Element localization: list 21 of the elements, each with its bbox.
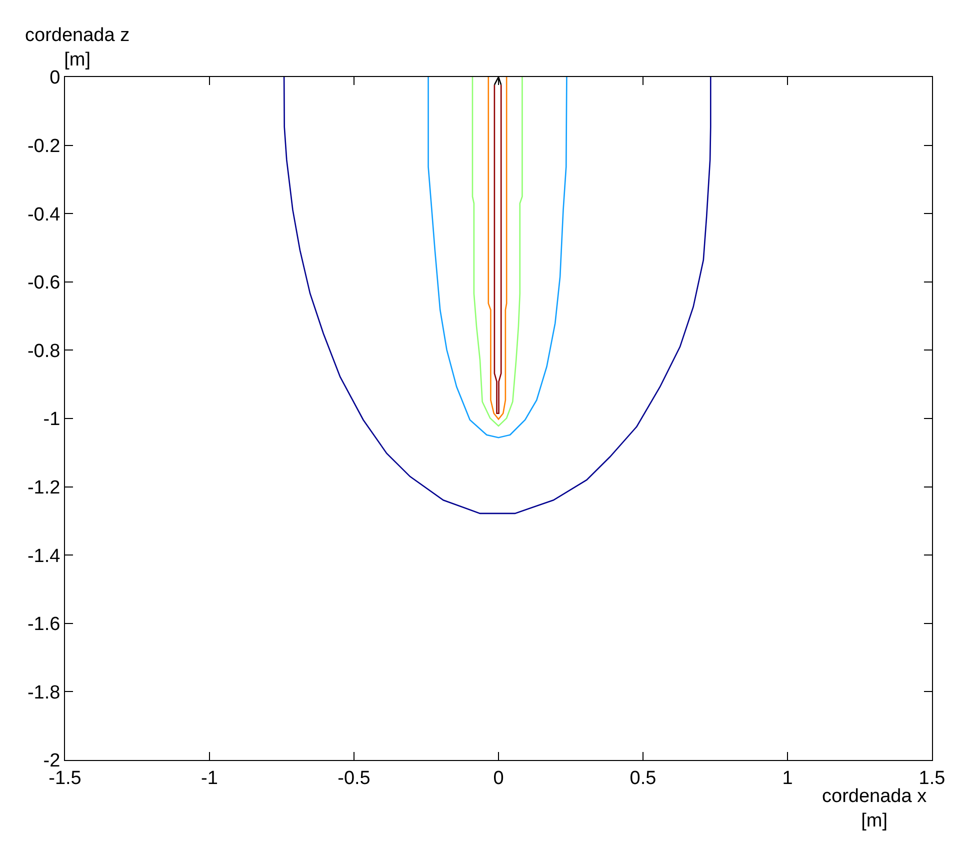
y-tick-label: -1 <box>43 409 60 430</box>
x-tick-label: -0.5 <box>338 768 370 789</box>
y-tick-label: -0.6 <box>27 272 60 294</box>
x-axis-title: cordenada x [m] <box>822 786 928 832</box>
line-series <box>494 84 502 414</box>
y-tick-label: -0.2 <box>27 136 60 157</box>
line-series <box>428 77 568 438</box>
x-tick-label: 1.5 <box>918 768 946 789</box>
y-tick-label: -1.6 <box>27 614 60 636</box>
line-series <box>283 77 712 514</box>
y-tick-label: -1.2 <box>27 477 60 498</box>
x-tick-label: -1 <box>201 768 218 789</box>
line-series <box>488 77 508 420</box>
line-series <box>472 77 523 427</box>
y-tick-label: -0.8 <box>27 340 60 362</box>
x-tick-label: 0.5 <box>630 768 656 789</box>
y-tick-label: -1.4 <box>27 546 61 567</box>
x-tick-label: 0 <box>493 768 504 789</box>
y-tick-label: -0.4 <box>27 204 61 226</box>
x-tick-label: 1 <box>782 768 793 789</box>
y-tick-label: -1.8 <box>27 682 60 704</box>
